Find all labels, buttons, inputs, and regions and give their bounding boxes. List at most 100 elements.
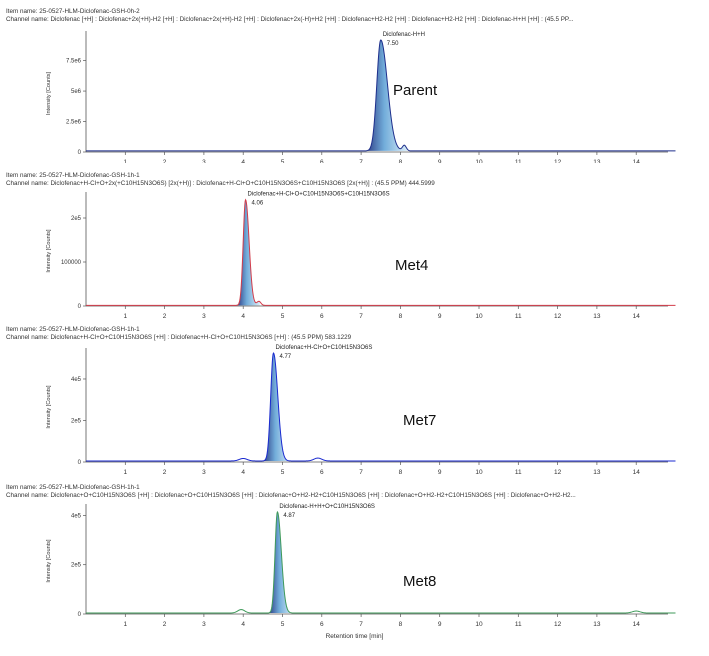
x-tick-label: 11 <box>515 313 522 320</box>
channel-name: Channel name: Diclofenac+H-Cl+O+2x(+C10H… <box>6 180 435 187</box>
y-axis-label: Intensity [Counts] <box>46 71 52 115</box>
peak-rt-label: 4.87 <box>283 513 295 519</box>
peak-label: Diclofenac-H+H+O+C10H15N3O6S <box>279 504 375 510</box>
y-tick-label: 7.5e6 <box>66 59 82 65</box>
x-tick-label: 8 <box>399 313 403 320</box>
x-tick-label: 8 <box>399 469 403 476</box>
x-tick-label: 10 <box>475 159 483 163</box>
x-tick-label: 6 <box>320 313 324 320</box>
chromatogram-panel-met8: Item name: 25-0527-HLM-Diclofenac-GSH-1h… <box>0 479 709 656</box>
y-tick-label: 0 <box>78 304 82 310</box>
peak-annotation: Met7 <box>403 412 436 429</box>
signal-trace <box>86 352 676 462</box>
x-tick-label: 11 <box>515 621 522 628</box>
x-tick-label: 4 <box>241 159 245 163</box>
x-tick-label: 14 <box>633 159 641 163</box>
x-axis-title: Retention time [min] <box>325 633 384 640</box>
x-tick-label: 3 <box>202 621 206 628</box>
x-tick-label: 1 <box>123 313 127 320</box>
signal-trace <box>86 510 676 614</box>
x-tick-label: 3 <box>202 469 206 476</box>
x-tick-label: 7 <box>359 621 363 628</box>
x-tick-label: 5 <box>281 621 285 628</box>
peak-annotation: Met8 <box>403 573 436 590</box>
peak-label: Diclofenac+H-Cl+O+C10H15N3O6S+C10H15N3O6… <box>248 192 390 198</box>
y-tick-label: 2.5e6 <box>66 120 82 126</box>
x-tick-label: 9 <box>438 313 442 320</box>
x-tick-label: 11 <box>515 159 522 163</box>
x-tick-label: 2 <box>163 313 167 320</box>
y-axis-label: Intensity [Counts] <box>46 229 52 273</box>
y-tick-label: 0 <box>78 150 82 156</box>
x-tick-label: 8 <box>399 621 403 628</box>
x-tick-label: 10 <box>475 313 483 320</box>
x-tick-label: 13 <box>593 469 601 476</box>
x-tick-label: 4 <box>241 313 245 320</box>
peak-annotation: Met4 <box>395 257 428 274</box>
chromatogram-panel-met4: Item name: 25-0527-HLM-Diclofenac-GSH-1h… <box>0 163 709 323</box>
x-tick-label: 3 <box>202 313 206 320</box>
x-tick-label: 6 <box>320 621 324 628</box>
x-tick-label: 2 <box>163 159 167 163</box>
peak-rt-label: 4.77 <box>279 354 291 360</box>
x-tick-label: 11 <box>515 469 522 476</box>
peak-annotation: Parent <box>393 82 438 99</box>
peak-label: Diclofenac-H+H <box>383 32 425 38</box>
x-tick-label: 14 <box>633 469 641 476</box>
x-tick-label: 12 <box>554 313 562 320</box>
x-tick-label: 12 <box>554 621 562 628</box>
y-tick-label: 100000 <box>61 260 82 266</box>
channel-name: Channel name: Diclofenac+H-Cl+O+C10H15N3… <box>6 334 352 341</box>
peak-label: Diclofenac+H-Cl+O+C10H15N3O6S <box>275 345 372 351</box>
item-name: Item name: 25-0527-HLM-Diclofenac-GSH-0h… <box>6 8 140 15</box>
y-tick-label: 2e5 <box>71 418 82 424</box>
x-tick-label: 10 <box>475 469 483 476</box>
y-tick-label: 5e6 <box>71 89 82 95</box>
peak-rt-label: 7.50 <box>387 41 399 47</box>
x-tick-label: 12 <box>554 159 562 163</box>
x-tick-label: 13 <box>593 159 601 163</box>
x-tick-label: 7 <box>359 159 363 163</box>
peak-rt-label: 4.06 <box>252 201 264 207</box>
chromatogram-panel-parent: Item name: 25-0527-HLM-Diclofenac-GSH-0h… <box>0 0 709 163</box>
x-tick-label: 7 <box>359 469 363 476</box>
x-tick-label: 7 <box>359 313 363 320</box>
x-tick-label: 6 <box>320 469 324 476</box>
x-tick-label: 5 <box>281 159 285 163</box>
x-tick-label: 14 <box>633 313 641 320</box>
signal-trace <box>86 39 676 152</box>
y-tick-label: 4e5 <box>71 513 82 519</box>
item-name: Item name: 25-0527-HLM-Diclofenac-GSH-1h… <box>6 484 140 491</box>
x-tick-label: 2 <box>163 469 167 476</box>
item-name: Item name: 25-0527-HLM-Diclofenac-GSH-1h… <box>6 172 140 179</box>
y-tick-label: 4e5 <box>71 377 82 383</box>
x-tick-label: 4 <box>241 621 245 628</box>
x-tick-label: 12 <box>554 469 562 476</box>
y-axis-label: Intensity [Counts] <box>46 385 52 429</box>
y-axis-label: Intensity [Counts] <box>46 539 52 583</box>
x-tick-label: 5 <box>281 313 285 320</box>
channel-name: Channel name: Diclofenac [+H] : Diclofen… <box>6 16 574 23</box>
x-tick-label: 8 <box>399 159 403 163</box>
x-tick-label: 9 <box>438 469 442 476</box>
peak-area <box>267 511 294 614</box>
chromatogram-panel-met7: Item name: 25-0527-HLM-Diclofenac-GSH-1h… <box>0 323 709 479</box>
y-tick-label: 0 <box>78 612 82 618</box>
x-tick-label: 3 <box>202 159 206 163</box>
signal-trace <box>86 198 676 306</box>
y-tick-label: 2e5 <box>71 563 82 569</box>
x-tick-label: 9 <box>438 621 442 628</box>
item-name: Item name: 25-0527-HLM-Diclofenac-GSH-1h… <box>6 326 140 333</box>
y-tick-label: 2e5 <box>71 216 82 222</box>
x-tick-label: 13 <box>593 621 601 628</box>
x-tick-label: 10 <box>475 621 483 628</box>
x-tick-label: 5 <box>281 469 285 476</box>
x-tick-label: 14 <box>633 621 641 628</box>
chromatogram-chart-parent: 0 2.5e6 5e6 7.5e6 Intensity [Counts] 1 2 3 4 5 6 7 8… <box>46 31 676 163</box>
x-tick-label: 1 <box>123 469 127 476</box>
x-tick-label: 6 <box>320 159 324 163</box>
x-tick-label: 13 <box>593 313 601 320</box>
